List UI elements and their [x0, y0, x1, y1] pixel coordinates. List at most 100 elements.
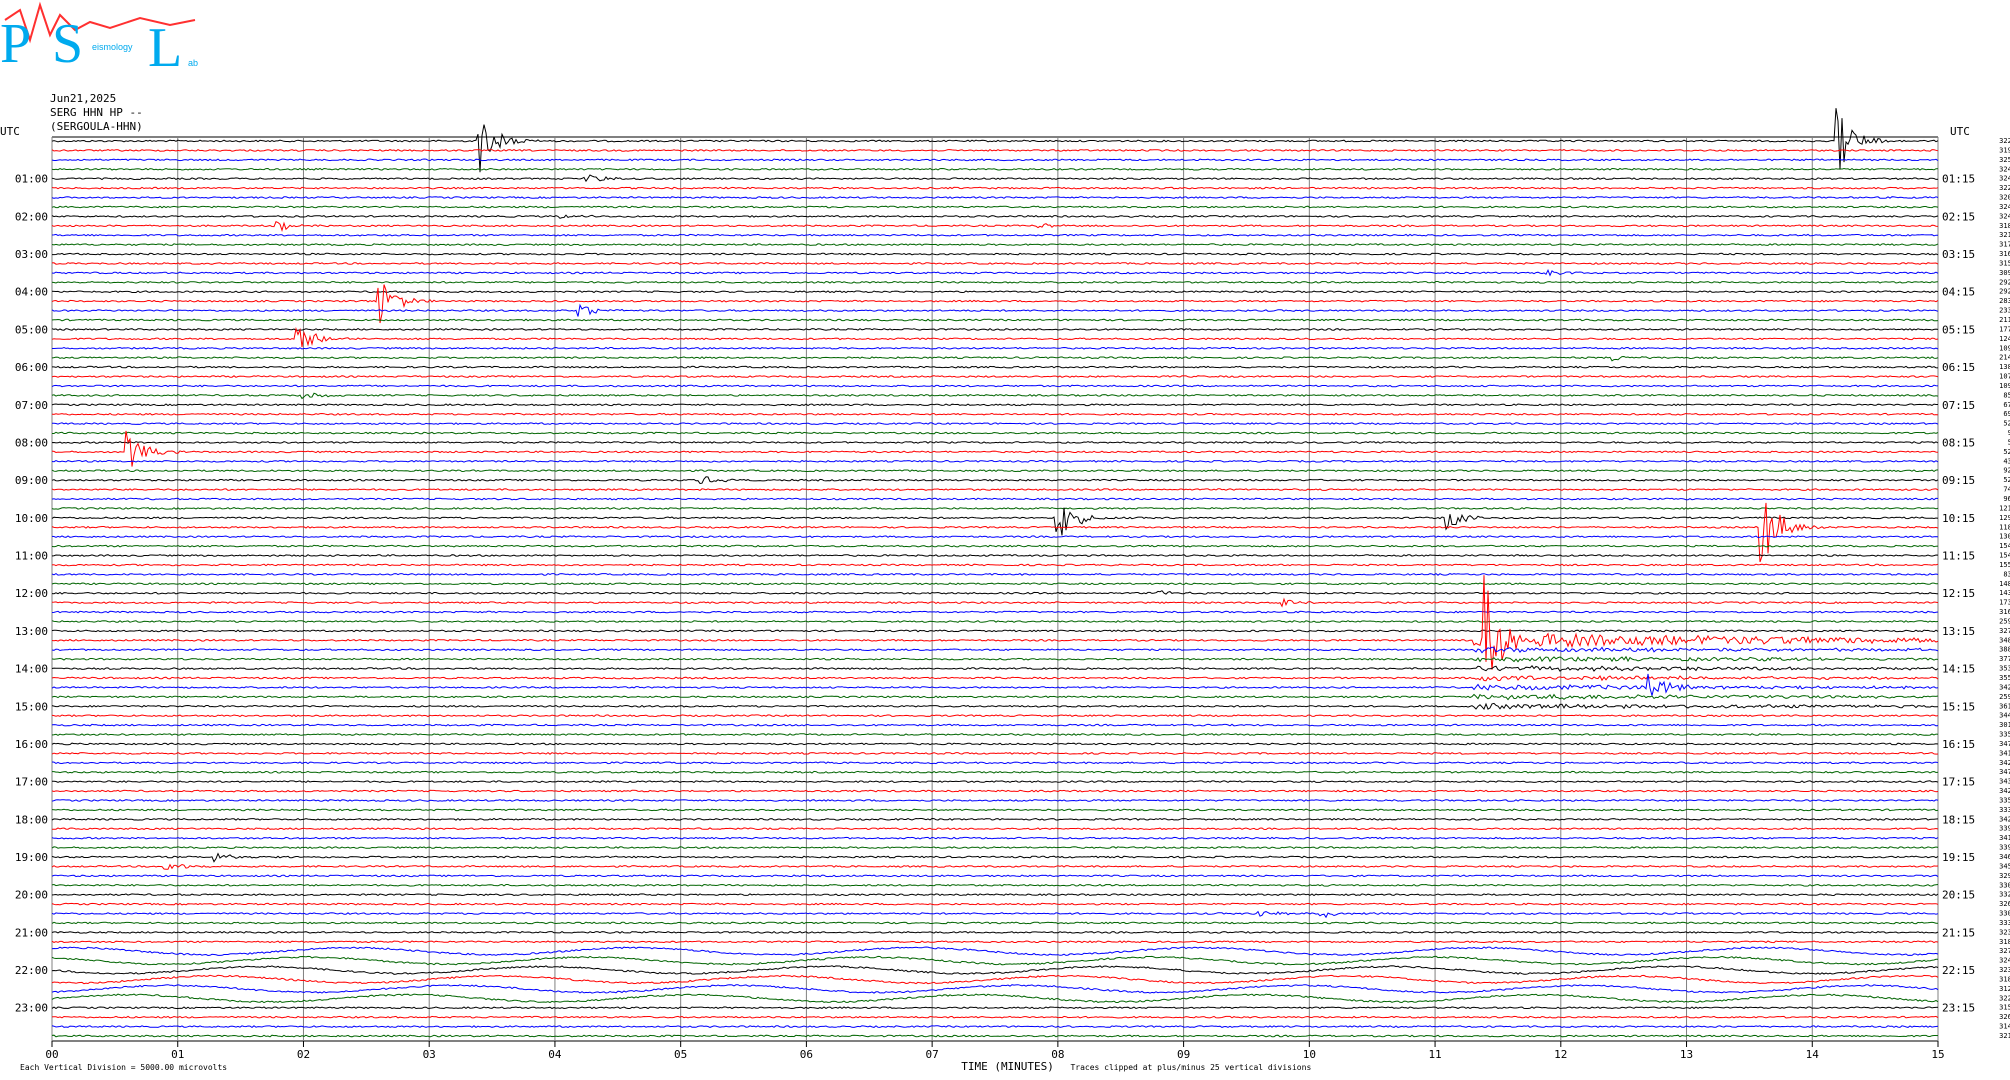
- hour-label-right: 07:15: [1942, 399, 1975, 412]
- trace-rms-label: 963: [2003, 495, 2010, 503]
- trace-15: [51, 280, 1939, 284]
- hour-label-left: 22:00: [15, 964, 48, 977]
- hour-label-left: 20:00: [15, 889, 48, 902]
- trace-29: [51, 412, 1939, 416]
- trace-rms-label: 3017: [1999, 721, 2010, 729]
- trace-rms-label: 3886: [1999, 646, 2010, 654]
- station-name-label: (SERGOULA-HHN): [50, 120, 143, 133]
- scale-note: Each Vertical Division = 5000.00 microvo…: [20, 1063, 227, 1072]
- trace-19: [51, 318, 1939, 322]
- x-tick-label: 15: [1931, 1048, 1944, 1061]
- hour-label-left: 01:00: [15, 173, 48, 186]
- trace-rms-label: 3391: [1999, 844, 2010, 852]
- trace-89: [51, 974, 1939, 985]
- trace-rms-label: 2599: [1999, 693, 2010, 701]
- trace-rms-label: 3432: [1999, 778, 2010, 786]
- trace-8: [51, 214, 1939, 219]
- trace-rms-label: 3176: [1999, 241, 2010, 249]
- trace-rms-label: 922: [2003, 467, 2010, 475]
- hour-label-right: 11:15: [1942, 550, 1975, 563]
- trace-57: [51, 675, 1939, 682]
- trace-35: [51, 469, 1939, 473]
- hour-label-left: 18:00: [15, 813, 48, 826]
- trace-25: [51, 375, 1939, 378]
- trace-18: [51, 303, 1939, 317]
- grid-lines: [51, 136, 1939, 1047]
- trace-rms-label: 3421: [1999, 815, 2010, 823]
- hour-label-right: 16:15: [1942, 738, 1975, 751]
- hour-label-right: 15:15: [1942, 700, 1975, 713]
- trace-rms-label: 1073: [1999, 373, 2010, 381]
- hour-label-right: 14:15: [1942, 663, 1975, 676]
- trace-40: [51, 507, 1939, 536]
- trace-2: [51, 158, 1939, 162]
- trace-79: [51, 883, 1939, 887]
- hour-label-left: 15:00: [15, 700, 48, 713]
- trace-92: [51, 1006, 1939, 1010]
- trace-28: [51, 403, 1938, 407]
- trace-31: [52, 431, 1939, 435]
- trace-33: [51, 430, 1939, 467]
- x-tick-label: 13: [1680, 1048, 1693, 1061]
- trace-rms-label: 3275: [1999, 627, 2010, 635]
- hour-label-right: 08:15: [1942, 436, 1975, 449]
- x-tick-label: 10: [1303, 1048, 1316, 1061]
- hour-label-right: 09:15: [1942, 474, 1975, 487]
- hour-label-right: 21:15: [1942, 926, 1975, 939]
- logo-letter-s: S: [52, 13, 83, 70]
- x-tick-label: 00: [45, 1048, 58, 1061]
- trace-61: [51, 714, 1939, 718]
- x-tick-label: 06: [800, 1048, 813, 1061]
- date-label: Jun21,2025: [50, 92, 117, 105]
- clip-note: Traces clipped at plus/minus 25 vertical…: [1070, 1063, 1311, 1072]
- x-axis-title: TIME (MINUTES): [961, 1060, 1054, 1073]
- trace-rms-label: 3140: [1999, 1023, 2010, 1031]
- trace-rms-label: 3482: [1999, 636, 2010, 644]
- trace-rms-label: 1096: [1999, 382, 2010, 390]
- trace-rms-label: 3120: [1999, 985, 2010, 993]
- trace-11: [51, 243, 1939, 247]
- hour-label-left: 04:00: [15, 286, 48, 299]
- trace-34: [51, 459, 1939, 463]
- trace-62: [51, 723, 1939, 727]
- trace-52: [51, 629, 1939, 633]
- trace-9: [51, 221, 1939, 233]
- trace-rms-label: 1739: [1999, 599, 2010, 607]
- trace-30: [51, 422, 1939, 426]
- x-tick-label: 03: [423, 1048, 436, 1061]
- trace-rms-label: 3252: [1999, 156, 2010, 164]
- trace-rms-label: 1305: [1999, 533, 2010, 541]
- x-tick-label: 04: [548, 1048, 562, 1061]
- x-tick-label: 08: [1051, 1048, 1064, 1061]
- trace-74: [51, 836, 1939, 840]
- trace-rms-label: 3532: [1999, 665, 2010, 673]
- trace-rms-label: 3411: [1999, 749, 2010, 757]
- hour-label-left: 10:00: [15, 512, 48, 525]
- trace-13: [51, 262, 1939, 265]
- trace-rms-label: 3427: [1999, 759, 2010, 767]
- trace-rms-label: 1482: [1999, 580, 2010, 588]
- trace-85: [51, 940, 1939, 944]
- trace-58: [51, 673, 1939, 696]
- hour-label-left: 02:00: [15, 210, 48, 223]
- trace-rms-label: 2336: [1999, 307, 2010, 315]
- trace-90: [51, 984, 1939, 994]
- trace-46: [51, 572, 1939, 576]
- hour-label-right: 13:15: [1942, 625, 1975, 638]
- trace-95: [51, 1034, 1939, 1038]
- trace-rms-label: 3161: [1999, 608, 2010, 616]
- trace-43: [51, 544, 1939, 548]
- station-label: SERG HHN HP --: [50, 106, 143, 119]
- trace-72: [51, 817, 1939, 821]
- trace-37: [51, 488, 1939, 491]
- trace-rms-label: 3339: [1999, 919, 2010, 927]
- trace-rms-label: 3424: [1999, 683, 2010, 691]
- logo-letter-p: P: [0, 13, 31, 70]
- right-utc-label: UTC: [1950, 125, 1970, 138]
- trace-rms-label: 690: [2003, 410, 2010, 418]
- trace-27: [51, 392, 1939, 400]
- trace-87: [51, 955, 1939, 966]
